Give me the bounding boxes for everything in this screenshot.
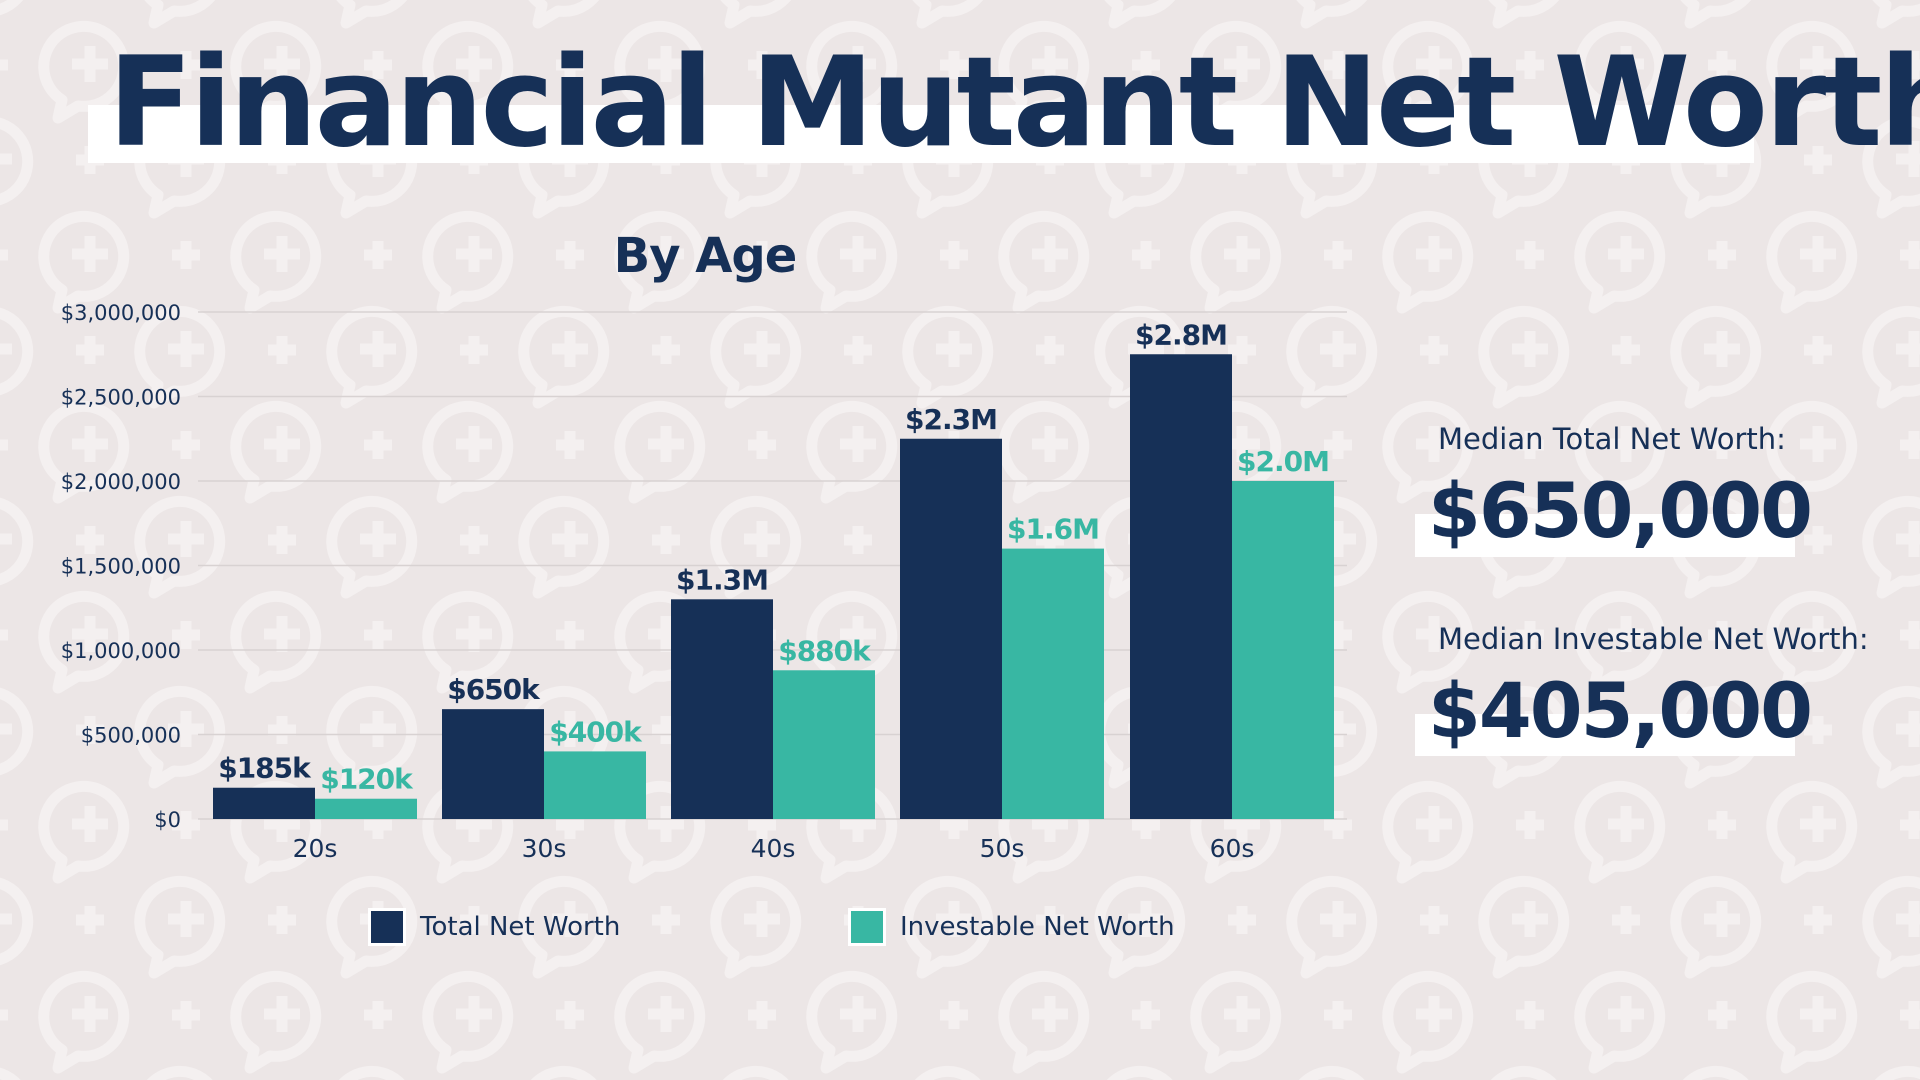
legend-label-total: Total Net Worth (420, 912, 621, 942)
x-tick-label: 20s (293, 834, 338, 863)
y-tick-label: $2,500,000 (61, 386, 181, 410)
data-label: $185k (218, 752, 312, 785)
y-tick-label: $3,000,000 (61, 301, 181, 325)
median-total-label: Median Total Net Worth: (1438, 422, 1786, 456)
x-tick-label: 40s (751, 834, 796, 863)
data-label: $400k (549, 715, 643, 748)
x-tick-label: 50s (980, 834, 1025, 863)
median-investable-value: $405,000 (1428, 666, 1813, 755)
legend-label-investable: Investable Net Worth (900, 912, 1175, 942)
data-label: $2.8M (1135, 318, 1227, 351)
legend-item-total: Total Net Worth (368, 908, 620, 946)
bar-total-40s (671, 599, 773, 819)
median-total-highlight (1415, 514, 1795, 557)
chart-title: By Age (613, 228, 798, 284)
data-label: $120k (320, 763, 414, 796)
bar-investable-40s (773, 670, 875, 819)
median-investable-highlight (1415, 714, 1795, 756)
data-label: $880k (778, 634, 872, 667)
bar-total-60s (1130, 354, 1232, 819)
legend-swatch-total (368, 908, 406, 946)
median-investable-label: Median Investable Net Worth: (1438, 622, 1869, 656)
bar-total-20s (213, 787, 315, 819)
bar-investable-20s (315, 798, 417, 819)
data-label: $2.0M (1237, 445, 1329, 478)
bar-total-50s (900, 438, 1002, 819)
bar-investable-50s (1002, 548, 1104, 819)
y-tick-label: $1,000,000 (61, 639, 181, 663)
legend-swatch-investable (848, 908, 886, 946)
x-tick-label: 30s (522, 834, 567, 863)
x-tick-label: 60s (1210, 834, 1255, 863)
page-title: Financial Mutant Net Worth (108, 31, 1920, 175)
y-tick-label: $1,500,000 (61, 555, 181, 579)
bar-total-30s (442, 709, 544, 819)
data-label: $1.6M (1007, 513, 1099, 546)
median-total-value: $650,000 (1428, 466, 1813, 555)
data-label: $650k (447, 673, 541, 706)
bar-investable-30s (544, 751, 646, 819)
title-highlight (88, 105, 1754, 163)
data-label: $2.3M (905, 403, 997, 436)
y-tick-label: $0 (154, 808, 181, 832)
y-tick-label: $500,000 (81, 724, 181, 748)
bar-investable-60s (1232, 481, 1334, 819)
legend-item-investable: Investable Net Worth (848, 908, 1175, 946)
y-tick-label: $2,000,000 (61, 470, 181, 494)
data-label: $1.3M (676, 563, 768, 596)
